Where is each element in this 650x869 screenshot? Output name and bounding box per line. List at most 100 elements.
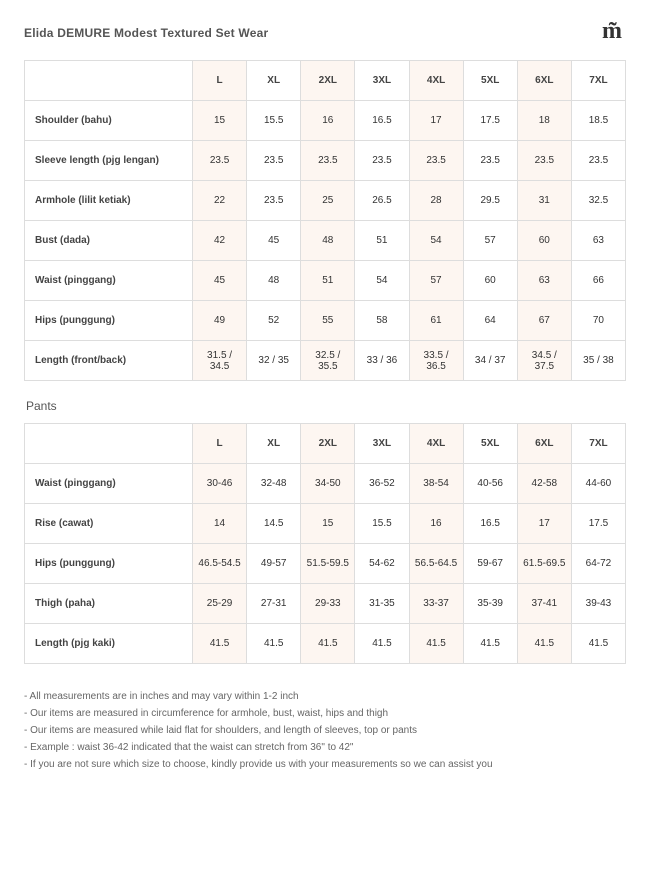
- row-label: Length (pjg kaki): [25, 624, 193, 664]
- cell-value: 54: [409, 221, 463, 261]
- header-blank: [25, 424, 193, 464]
- cell-value: 17: [409, 101, 463, 141]
- cell-value: 44-60: [571, 464, 625, 504]
- cell-value: 48: [301, 221, 355, 261]
- cell-value: 41.5: [301, 624, 355, 664]
- size-header: 7XL: [571, 424, 625, 464]
- cell-value: 51: [355, 221, 409, 261]
- cell-value: 23.5: [463, 141, 517, 181]
- note-line: - Example : waist 36-42 indicated that t…: [24, 739, 626, 756]
- row-label: Hips (punggung): [25, 544, 193, 584]
- cell-value: 64-72: [571, 544, 625, 584]
- cell-value: 49: [193, 301, 247, 341]
- cell-value: 31-35: [355, 584, 409, 624]
- cell-value: 42: [193, 221, 247, 261]
- cell-value: 41.5: [193, 624, 247, 664]
- size-header: 7XL: [571, 61, 625, 101]
- note-line: - Our items are measured while laid flat…: [24, 722, 626, 739]
- table-body: Shoulder (bahu)1515.51616.51717.51818.5S…: [25, 101, 626, 381]
- pants-size-table: L XL 2XL 3XL 4XL 5XL 6XL 7XL Waist (ping…: [24, 423, 626, 664]
- size-header: L: [193, 424, 247, 464]
- header-row: L XL 2XL 3XL 4XL 5XL 6XL 7XL: [25, 424, 626, 464]
- cell-value: 67: [517, 301, 571, 341]
- cell-value: 56.5-64.5: [409, 544, 463, 584]
- cell-value: 29.5: [463, 181, 517, 221]
- cell-value: 16.5: [463, 504, 517, 544]
- cell-value: 14: [193, 504, 247, 544]
- cell-value: 70: [571, 301, 625, 341]
- cell-value: 23.5: [571, 141, 625, 181]
- cell-value: 16.5: [355, 101, 409, 141]
- cell-value: 63: [571, 221, 625, 261]
- size-header: 4XL: [409, 61, 463, 101]
- cell-value: 52: [247, 301, 301, 341]
- measurement-notes: - All measurements are in inches and may…: [24, 688, 626, 773]
- cell-value: 41.5: [571, 624, 625, 664]
- table-row: Waist (pinggang)4548515457606366: [25, 261, 626, 301]
- cell-value: 32.5 / 35.5: [301, 341, 355, 381]
- note-line: - Our items are measured in circumferenc…: [24, 705, 626, 722]
- table-row: Rise (cawat)1414.51515.51616.51717.5: [25, 504, 626, 544]
- table-row: Length (front/back)31.5 / 34.532 / 3532.…: [25, 341, 626, 381]
- cell-value: 26.5: [355, 181, 409, 221]
- cell-value: 22: [193, 181, 247, 221]
- size-header: 6XL: [517, 424, 571, 464]
- cell-value: 42-58: [517, 464, 571, 504]
- cell-value: 31.5 / 34.5: [193, 341, 247, 381]
- table-head: L XL 2XL 3XL 4XL 5XL 6XL 7XL: [25, 424, 626, 464]
- cell-value: 23.5: [301, 141, 355, 181]
- cell-value: 15: [301, 504, 355, 544]
- cell-value: 51: [301, 261, 355, 301]
- cell-value: 58: [355, 301, 409, 341]
- note-line: - All measurements are in inches and may…: [24, 688, 626, 705]
- cell-value: 60: [517, 221, 571, 261]
- cell-value: 64: [463, 301, 517, 341]
- pants-section-label: Pants: [26, 399, 626, 413]
- size-header: 2XL: [301, 61, 355, 101]
- cell-value: 60: [463, 261, 517, 301]
- cell-value: 41.5: [463, 624, 517, 664]
- cell-value: 23.5: [517, 141, 571, 181]
- table-row: Waist (pinggang)30-4632-4834-5036-5238-5…: [25, 464, 626, 504]
- cell-value: 17.5: [571, 504, 625, 544]
- size-header: 4XL: [409, 424, 463, 464]
- cell-value: 34-50: [301, 464, 355, 504]
- header-row: L XL 2XL 3XL 4XL 5XL 6XL 7XL: [25, 61, 626, 101]
- cell-value: 37-41: [517, 584, 571, 624]
- cell-value: 23.5: [355, 141, 409, 181]
- cell-value: 18: [517, 101, 571, 141]
- row-label: Bust (dada): [25, 221, 193, 261]
- header-blank: [25, 61, 193, 101]
- row-label: Length (front/back): [25, 341, 193, 381]
- note-line: - If you are not sure which size to choo…: [24, 756, 626, 773]
- row-label: Waist (pinggang): [25, 464, 193, 504]
- cell-value: 41.5: [247, 624, 301, 664]
- cell-value: 34.5 / 37.5: [517, 341, 571, 381]
- cell-value: 23.5: [247, 141, 301, 181]
- size-header: 6XL: [517, 61, 571, 101]
- table-row: Length (pjg kaki)41.541.541.541.541.541.…: [25, 624, 626, 664]
- cell-value: 36-52: [355, 464, 409, 504]
- table-row: Sleeve length (pjg lengan)23.523.523.523…: [25, 141, 626, 181]
- size-header: XL: [247, 61, 301, 101]
- table-row: Armhole (lilit ketiak)2223.52526.52829.5…: [25, 181, 626, 221]
- cell-value: 38-54: [409, 464, 463, 504]
- size-header: 5XL: [463, 424, 517, 464]
- cell-value: 28: [409, 181, 463, 221]
- cell-value: 57: [463, 221, 517, 261]
- page-title: Elida DEMURE Modest Textured Set Wear: [24, 26, 626, 40]
- cell-value: 66: [571, 261, 625, 301]
- cell-value: 17: [517, 504, 571, 544]
- cell-value: 30-46: [193, 464, 247, 504]
- table-body: Waist (pinggang)30-4632-4834-5036-5238-5…: [25, 464, 626, 664]
- size-header: 3XL: [355, 424, 409, 464]
- table-row: Hips (punggung)4952555861646770: [25, 301, 626, 341]
- cell-value: 33-37: [409, 584, 463, 624]
- row-label: Shoulder (bahu): [25, 101, 193, 141]
- cell-value: 61: [409, 301, 463, 341]
- cell-value: 45: [193, 261, 247, 301]
- cell-value: 57: [409, 261, 463, 301]
- cell-value: 59-67: [463, 544, 517, 584]
- size-header: 5XL: [463, 61, 517, 101]
- size-header: XL: [247, 424, 301, 464]
